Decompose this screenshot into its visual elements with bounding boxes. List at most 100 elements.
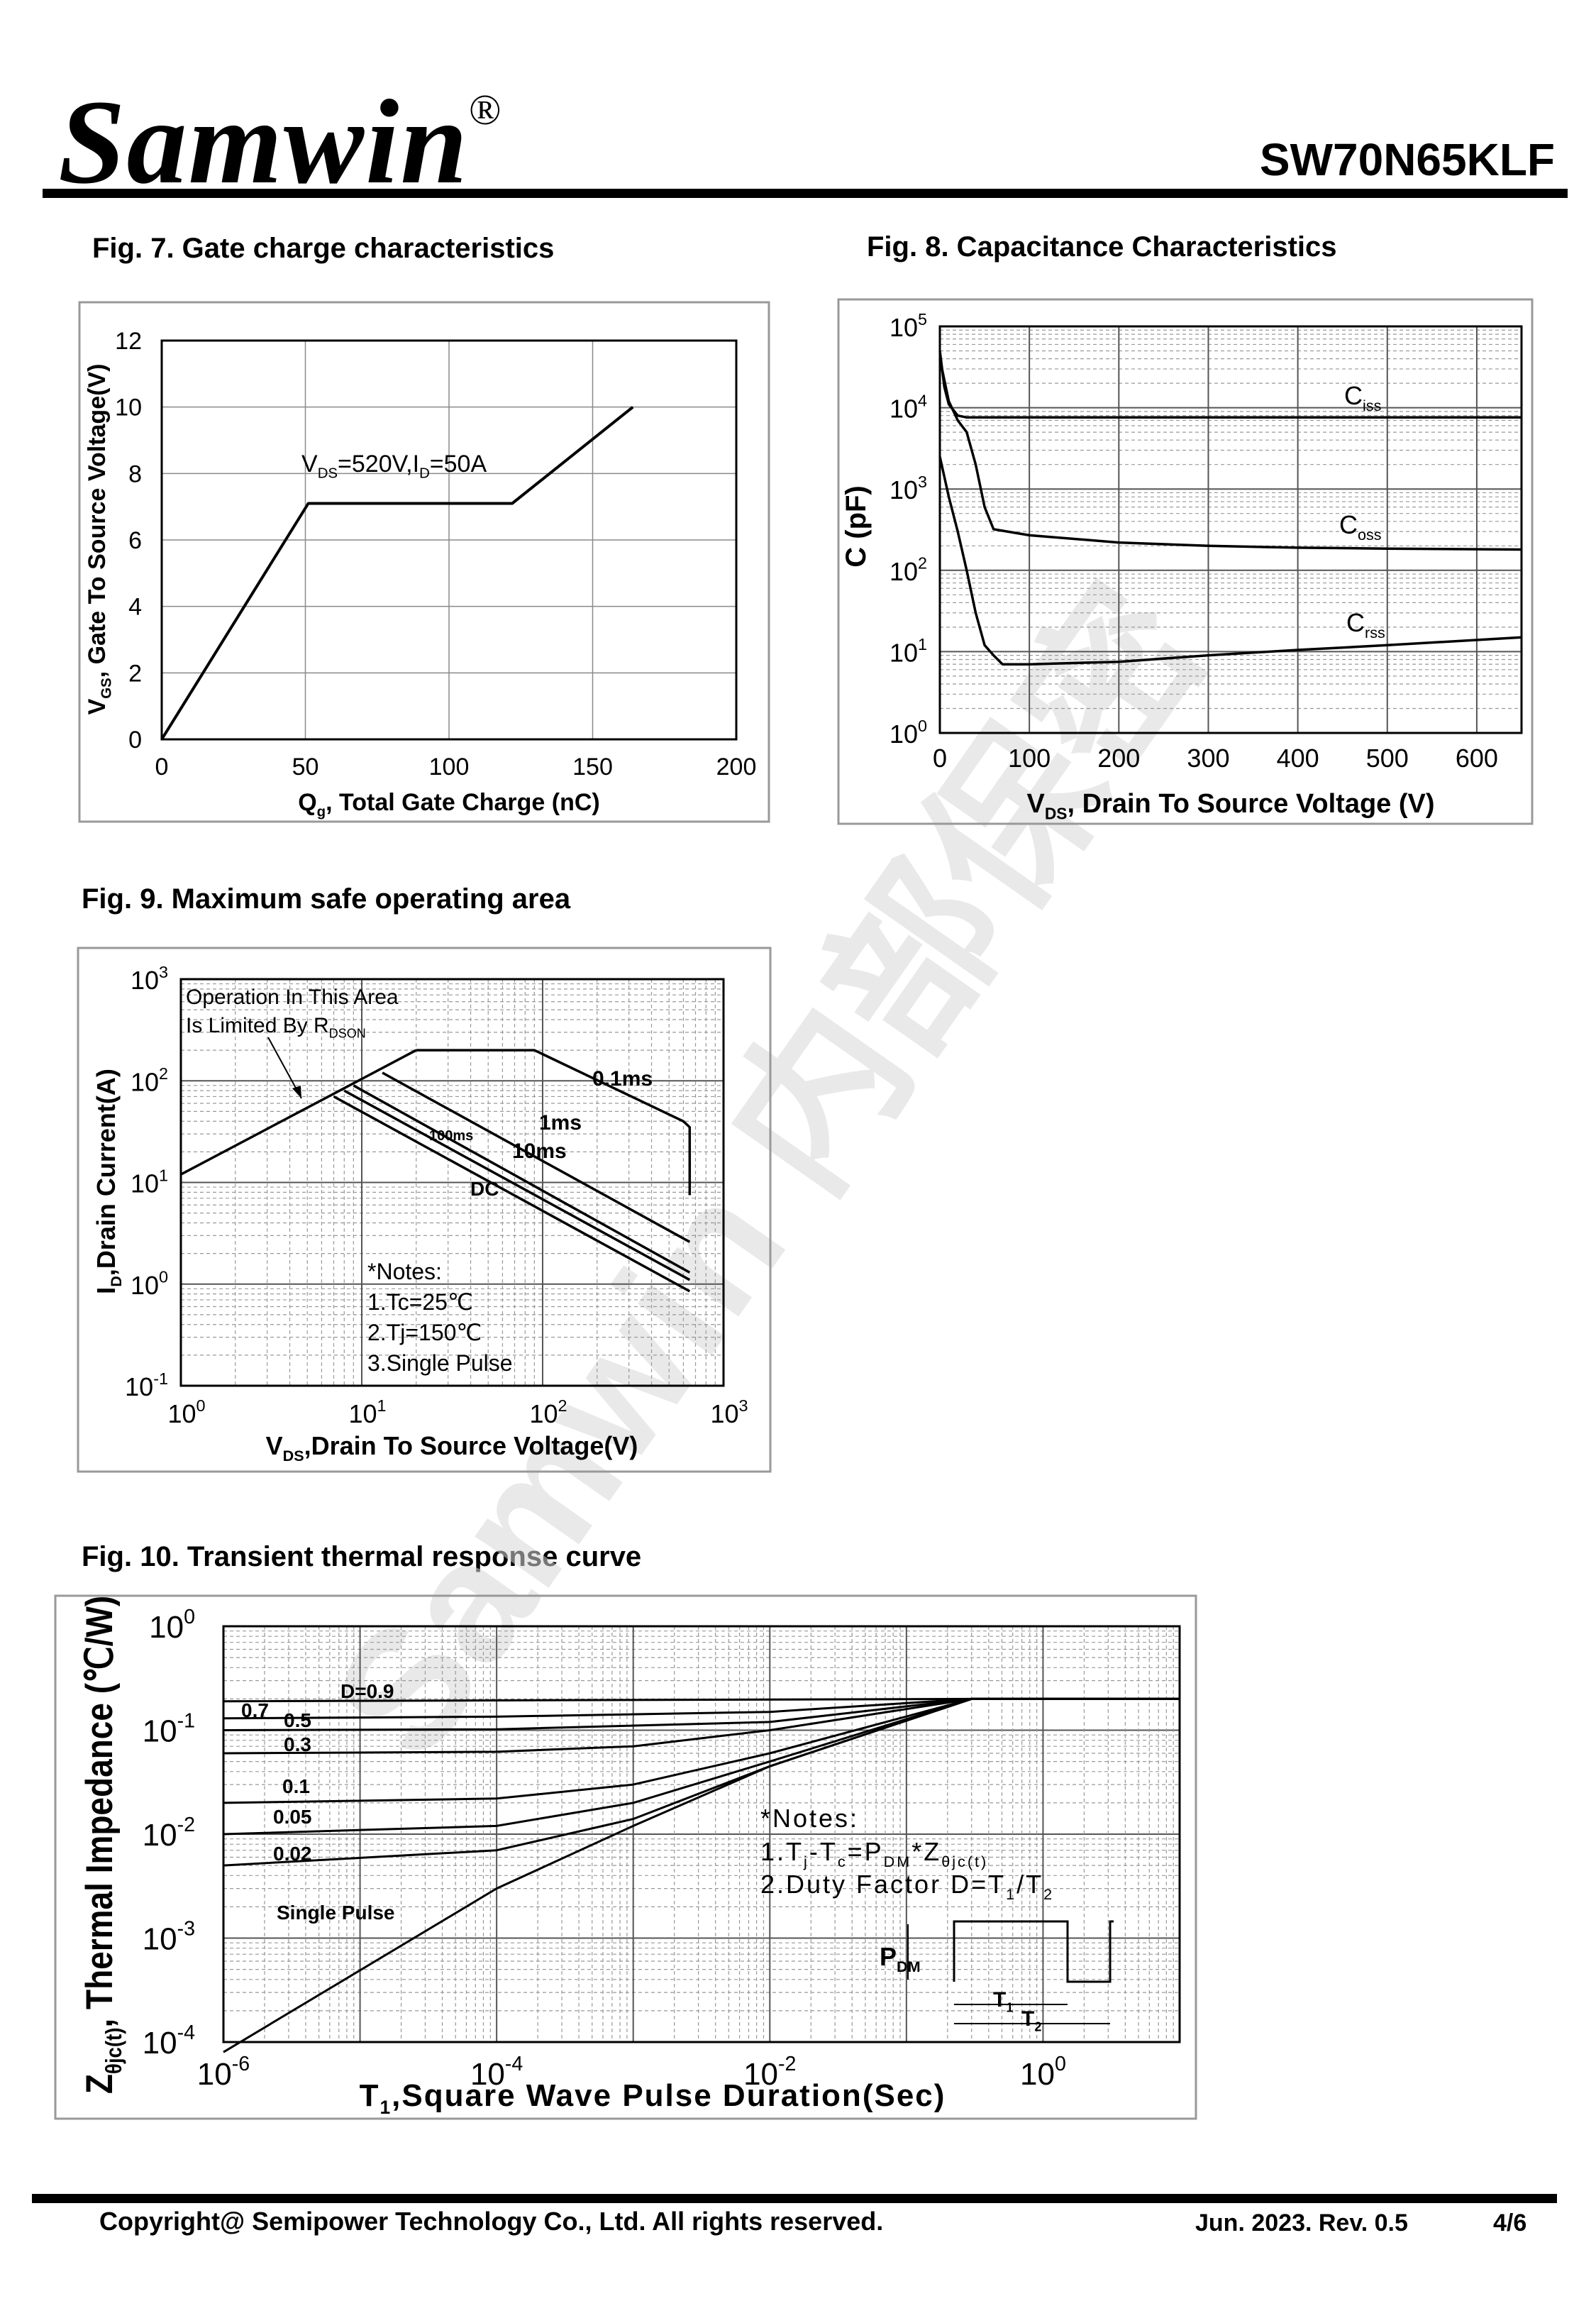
fig9-x-tick-label: 101 <box>348 1396 386 1428</box>
fig9-series-line <box>353 1084 691 1274</box>
registered-mark: ® <box>468 87 503 133</box>
fig8-y-axis-label: C (pF) <box>841 485 872 568</box>
fig9-x-axis-label: VDS,Drain To Source Voltage(V) <box>266 1431 638 1464</box>
fig9-series-line <box>416 1049 692 1196</box>
fig9-title: Fig. 9. Maximum safe operating area <box>82 883 571 915</box>
fig8-title: Fig. 8. Capacitance Characteristics <box>867 231 1337 263</box>
fig8-x-tick-label: 600 <box>1456 744 1498 773</box>
brand-name: Samwin <box>58 75 469 209</box>
fig8-y-tick-label: 103 <box>890 473 927 504</box>
fig8-x-tick-label: 200 <box>1097 744 1140 773</box>
fig9-y-tick-label: 10-1 <box>125 1369 168 1401</box>
fig7-x-tick-label: 150 <box>572 754 613 780</box>
fig10-y-tick-label: 100 <box>149 1606 195 1645</box>
fig9-y-axis-label: ID,Drain Current(A) <box>92 1069 125 1294</box>
fig9-series-label: DC <box>470 1178 499 1200</box>
fig10-pulse-waveform <box>953 1920 1114 1983</box>
fig8-x-tick-label: 400 <box>1277 744 1319 773</box>
fig7-x-axis-label: Qg, Total Gate Charge (nC) <box>298 789 600 820</box>
fig7-x-tick-label: 200 <box>716 754 757 780</box>
fig9-series-label: 10ms <box>512 1140 567 1163</box>
fig8-series-label: Ciss <box>1344 381 1382 414</box>
watermark-text: Samwin 内部保密 <box>297 556 1239 1789</box>
fig10-note: 2.Duty Factor D=T1/T2 <box>760 1870 1054 1903</box>
fig10-series-label: 0.05 <box>273 1806 312 1828</box>
fig8-y-tick-label: 101 <box>890 635 927 667</box>
fig10-series-line <box>223 1697 1180 2053</box>
fig7-frame <box>78 301 770 823</box>
fig9-x-tick-label: 102 <box>529 1396 567 1428</box>
fig7-x-tick-label: 100 <box>429 754 470 780</box>
fig9-x-tick-label: 100 <box>167 1396 205 1428</box>
watermark: Samwin 内部保密 <box>297 556 1239 1789</box>
fig8-x-tick-label: 0 <box>933 744 947 773</box>
footer-copyright: Copyright@ Semipower Technology Co., Ltd… <box>99 2207 884 2236</box>
fig7-x-tick-label: 50 <box>292 754 319 780</box>
fig10-x-tick-label: 10-4 <box>470 2053 523 2092</box>
fig8-series-label: Crss <box>1346 608 1385 641</box>
fig9-y-tick-label: 100 <box>131 1268 168 1300</box>
fig9-plot-area <box>179 978 725 1387</box>
fig10-note: 1.Tj-Tc=PDM*Zθjc(t) <box>760 1837 988 1870</box>
fig10-series-label: Single Pulse <box>277 1902 395 1924</box>
fig8-y-tick-label: 100 <box>890 717 927 749</box>
fig10-series-label: 0.02 <box>273 1843 312 1865</box>
fig9-annotation-arrowhead <box>292 1086 301 1098</box>
fig7-y-tick-label: 10 <box>115 395 142 421</box>
fig8-y-tick-label: 104 <box>890 391 927 423</box>
fig8-plot-area <box>938 325 1523 734</box>
fig7-plot-area <box>160 339 738 741</box>
fig9-note: 2.Tj=150℃ <box>367 1320 482 1345</box>
fig7-annotation: VDS=520V,ID=50A <box>301 451 487 482</box>
fig9-y-tick-label: 102 <box>131 1064 168 1096</box>
fig9-y-tick-label: 103 <box>131 963 168 995</box>
fig9-annotation: Is Limited By RDSON <box>186 1014 366 1041</box>
fig10-series-label: D=0.9 <box>340 1680 394 1702</box>
fig7-series-line <box>160 406 634 741</box>
fig9-series-label: 100ms <box>429 1128 473 1144</box>
fig10-frame <box>54 1594 1197 2120</box>
fig10-y-tick-label: 10-2 <box>143 1814 195 1853</box>
fig9-note: *Notes: <box>367 1259 442 1284</box>
fig9-series-label: 0.1ms <box>592 1067 653 1091</box>
footer-date-rev: Jun. 2023. Rev. 0.5 <box>1195 2210 1408 2236</box>
part-number: SW70N65KLF <box>1259 134 1555 185</box>
fig7-y-tick-label: 12 <box>115 328 142 355</box>
fig7-y-tick-label: 2 <box>128 660 142 687</box>
fig10-series-label: 0.5 <box>284 1709 311 1731</box>
fig9-series-line <box>180 1049 417 1176</box>
fig9-x-tick-label: 103 <box>710 1396 748 1428</box>
fig10-t2-label: T2 <box>1021 2007 1041 2034</box>
fig8-series-label: Coss <box>1339 510 1382 544</box>
fig7-y-axis-label: VGS, Gate To Source Voltage(V) <box>84 364 115 715</box>
fig9-series-line <box>343 1089 691 1281</box>
fig8-y-tick-label: 102 <box>890 554 927 586</box>
fig8-x-axis-label: VDS, Drain To Source Voltage (V) <box>1026 789 1434 823</box>
fig10-y-axis-label: Zθjc(t), Thermal Impedance (℃/W) <box>78 1596 127 2094</box>
fig10-series-label: 0.1 <box>282 1775 310 1797</box>
fig8-x-tick-label: 100 <box>1008 744 1051 773</box>
fig9-series-label: 1ms <box>539 1111 582 1135</box>
fig10-x-tick-label: 10-6 <box>197 2053 250 2092</box>
fig7-y-tick-label: 4 <box>128 594 142 621</box>
fig9-annotation: Operation In This Area <box>186 986 399 1009</box>
fig9-y-tick-label: 101 <box>131 1166 168 1198</box>
fig7-y-tick-label: 8 <box>128 460 142 487</box>
fig7-y-tick-label: 0 <box>128 727 142 754</box>
fig10-title: Fig. 10. Transient thermal response curv… <box>82 1541 642 1572</box>
fig9-note: 1.Tc=25℃ <box>367 1289 473 1315</box>
fig10-y-tick-label: 10-4 <box>143 2021 195 2060</box>
fig10-y-tick-label: 10-1 <box>143 1710 195 1749</box>
fig8-series-line <box>938 456 1522 666</box>
fig7-x-tick-label: 0 <box>155 754 169 780</box>
fig8-x-tick-label: 500 <box>1366 744 1409 773</box>
fig7-y-tick-label: 6 <box>128 527 142 554</box>
fig10-x-tick-label: 10-2 <box>743 2053 796 2092</box>
fig10-y-tick-label: 10-3 <box>143 1918 195 1957</box>
fig8-x-tick-label: 300 <box>1187 744 1229 773</box>
fig10-x-tick-label: 100 <box>1020 2053 1066 2092</box>
fig8-series-line <box>938 358 1522 551</box>
fig8-y-tick-label: 105 <box>890 310 927 342</box>
fig9-series-line <box>382 1071 691 1243</box>
